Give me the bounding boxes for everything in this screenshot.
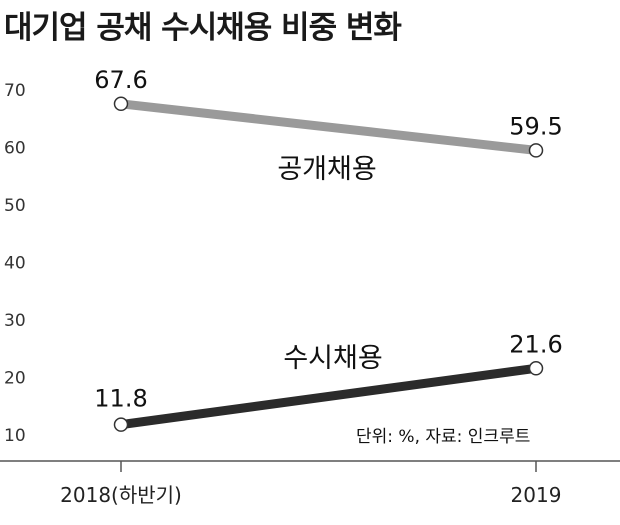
data-label: 67.6 <box>94 66 147 94</box>
y-tick-label: 70 <box>4 81 26 101</box>
y-tick-label: 40 <box>4 254 26 274</box>
series-line <box>120 363 537 430</box>
x-tick-label: 2019 <box>511 483 562 507</box>
series-name-label: 수시채용 <box>283 343 382 374</box>
y-tick-label: 50 <box>4 196 26 216</box>
y-tick-label: 20 <box>4 369 26 389</box>
series-name-label: 공개채용 <box>277 154 376 185</box>
data-label: 11.8 <box>94 385 147 413</box>
x-tick-label: 2018(하반기) <box>60 483 182 507</box>
data-point <box>528 143 544 158</box>
y-tick-label: 30 <box>4 311 26 331</box>
series-line <box>120 99 537 155</box>
data-point <box>113 96 129 112</box>
data-label: 21.6 <box>509 330 562 358</box>
y-tick-label: 60 <box>4 139 26 159</box>
chart-title: 대기업 공채 수시채용 비중 변화 <box>4 10 402 46</box>
data-point <box>528 361 544 376</box>
data-point <box>113 417 129 432</box>
y-tick-label: 10 <box>4 426 26 446</box>
data-label: 59.5 <box>509 112 562 140</box>
source-note: 단위: %, 자료: 인크루트 <box>356 427 530 447</box>
